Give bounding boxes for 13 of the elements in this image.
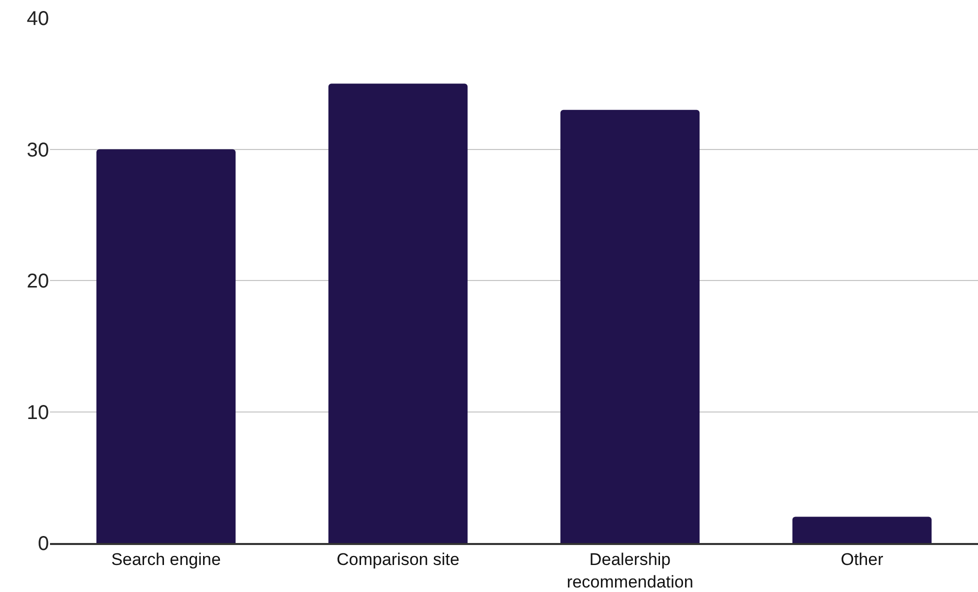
bar <box>560 110 700 543</box>
y-tick-label: 20 <box>26 270 49 292</box>
bar <box>328 84 468 543</box>
x-tick-label: Other <box>840 550 884 570</box>
y-tick-label: 0 <box>38 533 49 555</box>
bar <box>792 516 932 543</box>
y-tick-label: 40 <box>26 8 49 30</box>
x-tick-label: Dealership recommendation <box>566 550 694 592</box>
y-tick-label: 10 <box>26 402 49 424</box>
x-tick-label: Search engine <box>111 550 221 570</box>
bar <box>96 149 236 543</box>
y-tick-label: 30 <box>26 139 49 162</box>
x-tick-label: Comparison site <box>336 550 460 570</box>
